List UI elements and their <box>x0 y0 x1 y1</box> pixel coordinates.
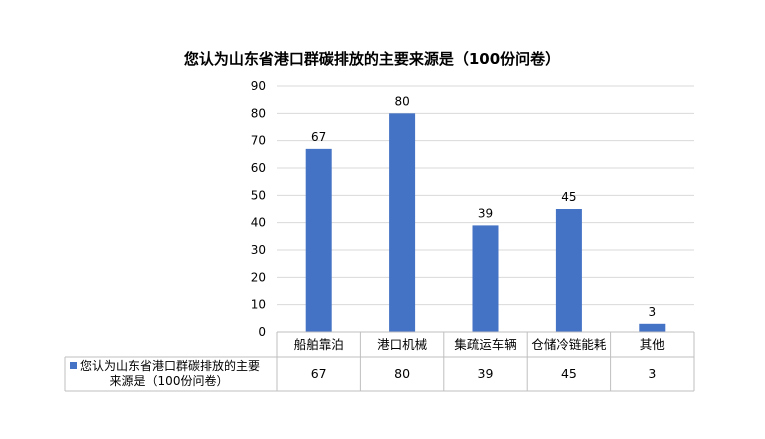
legend-key <box>70 362 77 369</box>
y-tick-label: 10 <box>251 298 266 312</box>
bar <box>639 323 666 332</box>
y-tick-label: 50 <box>251 188 266 202</box>
y-tick-label: 60 <box>251 161 266 175</box>
y-tick-label: 0 <box>258 325 266 339</box>
data-table: 船舶靠泊 67 港口机械 80 集疏运车辆 39 仓储冷链能耗 45 其他 3 您认为山东省港口群碳… <box>64 331 695 392</box>
y-tick-label: 30 <box>251 243 266 257</box>
y-tick-label: 20 <box>251 270 266 284</box>
category-label: 其他 <box>640 337 666 352</box>
category-label: 船舶靠泊 <box>294 337 344 352</box>
category-label: 港口机械 <box>377 337 428 352</box>
data-label: 45 <box>561 190 576 204</box>
chart-title: 您认为山东省港口群碳排放的主要来源是（100份问卷） <box>183 50 560 68</box>
table-value: 39 <box>478 366 494 381</box>
y-tick-label: 40 <box>251 216 266 230</box>
data-label: 39 <box>478 206 493 220</box>
bars <box>305 113 666 332</box>
bar <box>305 148 332 332</box>
table-value: 80 <box>394 366 410 381</box>
gridlines <box>277 85 694 306</box>
data-label: 3 <box>648 305 656 319</box>
bar <box>555 209 582 332</box>
table-value: 67 <box>311 366 327 381</box>
data-label: 67 <box>311 130 326 144</box>
data-label: 80 <box>394 94 409 108</box>
y-tick-label: 70 <box>251 134 266 148</box>
table-value: 45 <box>561 366 577 381</box>
y-axis-ticks: 0 10 20 30 40 50 60 70 80 90 <box>251 79 266 339</box>
y-tick-label: 90 <box>251 79 266 93</box>
bar <box>389 113 416 332</box>
y-tick-label: 80 <box>251 106 266 120</box>
legend-label-line-2: 来源是（100份问卷） <box>110 373 229 388</box>
data-labels: 67 80 39 45 3 <box>311 94 656 318</box>
category-label: 仓储冷链能耗 <box>531 337 607 352</box>
category-label: 集疏运车辆 <box>454 337 517 352</box>
legend-label-line-1: 您认为山东省港口群碳排放的主要 <box>80 358 260 373</box>
table-value: 3 <box>648 366 656 381</box>
bar <box>472 225 499 332</box>
